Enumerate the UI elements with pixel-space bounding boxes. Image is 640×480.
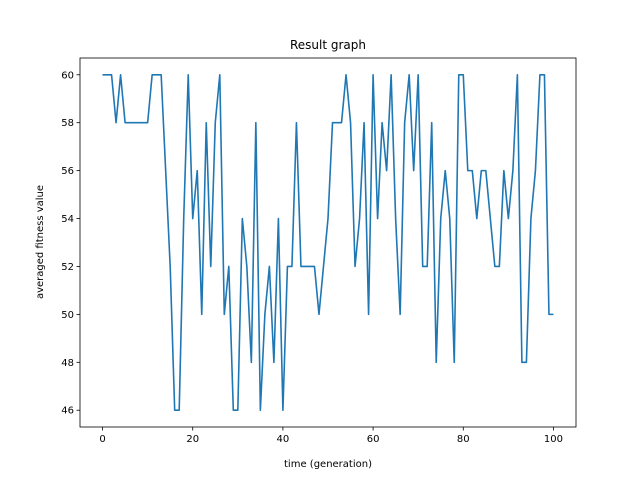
chart-title: Result graph (290, 38, 366, 52)
y-tick-label: 58 (61, 118, 74, 129)
x-tick-label: 0 (99, 434, 105, 445)
plot-area (102, 73, 554, 412)
x-axis-label: time (generation) (284, 459, 372, 470)
x-tick-label: 60 (367, 434, 380, 445)
y-tick-label: 60 (61, 70, 74, 81)
y-tick-label: 50 (61, 310, 74, 321)
y-tick-label: 52 (61, 262, 74, 273)
y-tick-label: 56 (61, 166, 74, 177)
plot-frame (79, 57, 577, 428)
axis-ticks: 0 20 40 60 80 100 46 48 50 52 54 56 58 60 (61, 70, 563, 445)
series-line (102, 73, 554, 412)
y-tick-label: 54 (61, 214, 74, 225)
x-tick-label: 100 (544, 434, 563, 445)
y-axis-label: averaged fitness value (35, 185, 46, 299)
x-tick-label: 40 (277, 434, 290, 445)
y-tick-label: 46 (61, 406, 74, 417)
x-tick-label: 20 (186, 434, 199, 445)
y-tick-label: 48 (61, 358, 74, 369)
x-tick-label: 80 (457, 434, 470, 445)
